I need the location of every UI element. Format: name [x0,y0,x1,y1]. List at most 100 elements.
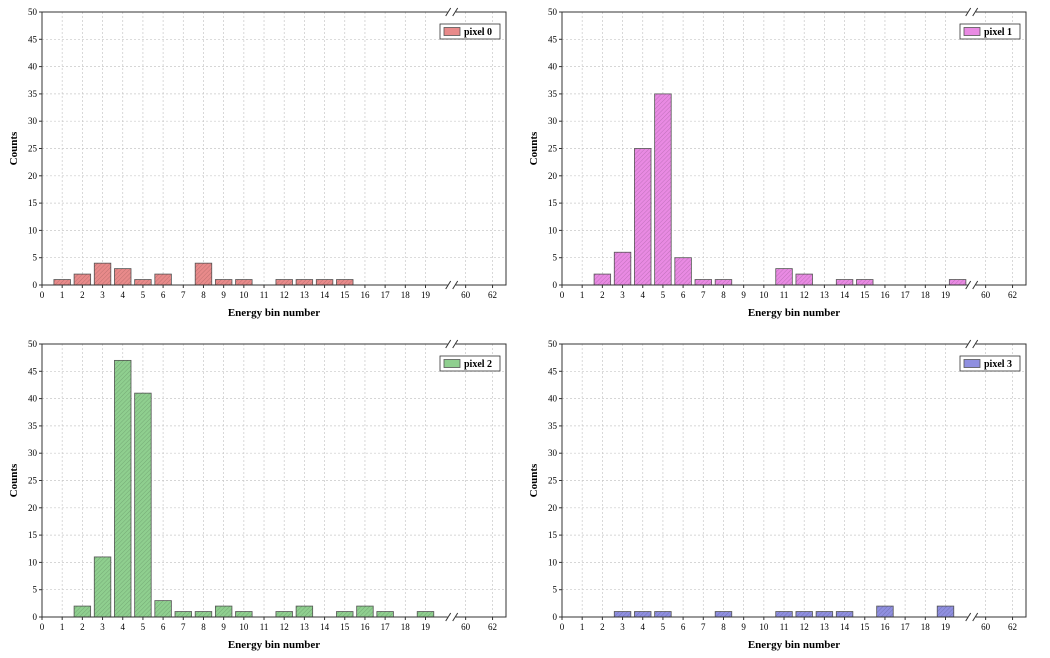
x-tick-label: 15 [860,290,870,300]
axis-break-gap [447,281,456,289]
bar-hatch [336,611,354,617]
bar-hatch [94,556,111,617]
x-tick-label: 9 [741,290,746,300]
axis-break-gap [967,613,976,621]
x-tick-label: 8 [721,290,726,300]
axis-break-mark [972,7,979,17]
y-tick-label: 5 [553,585,558,595]
x-tick-label: 16 [360,622,370,632]
x-tick-label: 17 [381,622,391,632]
y-tick-label: 5 [33,585,38,595]
legend-swatch [963,27,981,36]
y-axis-label: Counts [528,131,540,165]
axis-break-gap [967,340,976,348]
x-tick-label: 19 [421,290,431,300]
bar-hatch [114,360,132,617]
x-tick-label: 0 [40,622,45,632]
bar-hatch [856,279,874,285]
bar-hatch [195,263,212,285]
x-tick-label: 11 [260,290,269,300]
axis-break-mark [452,612,459,622]
y-tick-label: 30 [28,448,38,458]
x-tick-label: 7 [181,622,186,632]
bar-hatch [296,606,313,617]
bar-hatch [836,279,853,285]
bar-hatch [74,274,91,285]
x-tick-label: 60 [461,290,471,300]
x-tick-label: 8 [201,290,206,300]
x-tick-label: 1 [60,290,65,300]
bar-hatch [695,279,712,285]
bar-hatch [275,279,293,285]
x-axis-label: Energy bin number [228,307,320,319]
axis-break-mark [452,280,459,290]
y-tick-label: 10 [548,557,558,567]
x-tick-label: 60 [981,622,991,632]
axis-break-mark [965,7,972,17]
x-tick-label: 17 [901,290,911,300]
x-tick-label: 11 [260,622,269,632]
x-tick-label: 62 [488,622,497,632]
y-tick-label: 40 [28,394,38,404]
x-tick-label: 3 [100,622,105,632]
x-tick-label: 60 [981,290,991,300]
x-tick-label: 4 [120,622,125,632]
bar-hatch [74,606,91,617]
x-tick-label: 12 [280,622,289,632]
bar-hatch [937,606,954,617]
y-tick-label: 10 [28,225,38,235]
axis-break-mark [445,280,452,290]
x-tick-label: 5 [661,622,666,632]
bar-hatch [634,148,652,285]
bar-hatch [175,611,192,617]
y-tick-label: 5 [553,253,558,263]
x-tick-label: 17 [381,290,391,300]
y-tick-label: 45 [548,34,558,44]
y-tick-label: 35 [28,421,38,431]
x-tick-label: 0 [40,290,45,300]
x-tick-label: 3 [620,290,625,300]
legend-swatch [443,359,461,368]
legend-label: pixel 1 [984,27,1012,38]
axis-break-gap [967,281,976,289]
axis-break-mark [965,612,972,622]
y-tick-label: 10 [28,557,38,567]
x-tick-label: 16 [360,290,370,300]
y-axis-label: Counts [528,463,540,497]
y-tick-label: 20 [28,171,38,181]
bar-hatch [614,252,631,285]
x-tick-label: 9 [741,622,746,632]
bar-hatch [715,611,732,617]
y-axis-label: Counts [8,463,20,497]
y-axis-label: Counts [8,131,20,165]
x-tick-label: 2 [600,290,605,300]
y-tick-label: 25 [548,476,558,486]
x-tick-label: 10 [239,290,249,300]
y-tick-label: 20 [548,503,558,513]
x-tick-label: 8 [721,622,726,632]
bar-hatch [654,611,672,617]
bar-hatch [336,279,354,285]
x-tick-label: 14 [840,622,850,632]
y-tick-label: 15 [28,198,38,208]
axis-break-mark [452,339,459,349]
bar-hatch [215,606,232,617]
x-axis-label: Energy bin number [748,639,840,651]
x-axis-label: Energy bin number [228,639,320,651]
x-tick-label: 15 [860,622,870,632]
bar-hatch [154,600,172,617]
axis-break-gap [967,8,976,16]
x-tick-label: 62 [488,290,497,300]
x-tick-label: 18 [401,622,411,632]
axis-break-gap [447,613,456,621]
x-tick-label: 14 [320,290,330,300]
y-tick-label: 25 [548,144,558,154]
y-tick-label: 40 [548,62,558,72]
axis-break-mark [972,280,979,290]
x-tick-label: 60 [461,622,471,632]
axis-break-mark [972,612,979,622]
x-tick-label: 11 [780,290,789,300]
